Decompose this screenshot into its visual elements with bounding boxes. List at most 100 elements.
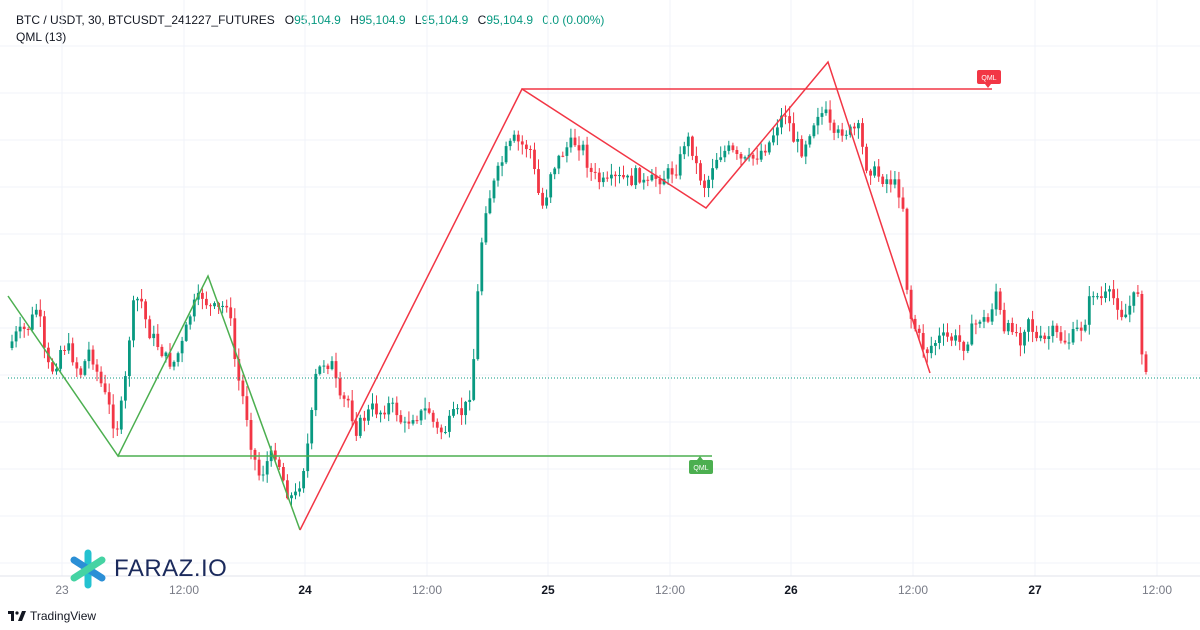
candle [10,334,14,351]
candle [423,397,427,420]
candle [893,171,897,189]
x-tick-label: 12:00 [655,583,685,597]
candle [897,171,901,209]
candle [666,164,670,185]
candle [634,165,638,189]
faraz-logo: FARAZ.IO [68,549,227,589]
candle [30,306,34,333]
candle [869,168,872,185]
candle [1019,327,1022,357]
candle [994,283,998,316]
candle [456,404,459,415]
candle [346,395,350,408]
candle [350,390,354,426]
candle [1051,320,1055,343]
open-value: 95,104.9 [294,13,341,27]
tradingview-footer[interactable]: TradingView [8,609,96,623]
candle [508,138,512,151]
candle [59,345,62,372]
candlestick-series [10,100,1148,506]
candle [184,321,188,342]
candle [1112,280,1115,305]
candle [1015,323,1018,337]
candle [553,166,557,180]
candle [1144,351,1148,375]
candle [363,410,366,432]
candle [152,325,156,347]
candle [221,301,224,314]
candle [1010,317,1014,335]
candle [237,348,241,391]
candle [938,327,941,350]
candle [318,365,322,376]
candle [107,383,111,414]
indicator-label[interactable]: QML (13) [16,30,67,44]
candle [496,162,500,187]
candle [998,288,1002,315]
time-axis[interactable]: 23 12:00 24 12:00 25 12:00 26 12:00 27 1… [55,583,1172,597]
faraz-logo-icon [70,549,106,589]
candle [840,122,844,142]
candle [34,303,38,318]
candle [71,337,75,366]
candle [330,356,334,371]
low-label: L [414,13,422,27]
candle [1087,286,1091,335]
candle [739,152,743,167]
candle [763,144,767,156]
candle [577,136,581,161]
candle [156,324,160,351]
candle [209,303,212,316]
candle [642,173,646,190]
candle [176,351,180,367]
candle [877,159,881,182]
candle [836,125,840,139]
candle [1035,325,1038,342]
candle [180,336,184,363]
candle [970,314,974,346]
candle [1108,285,1111,302]
candle [103,374,107,395]
candle [500,156,504,177]
indicator-row[interactable]: QML (13) [16,29,604,46]
candle [772,127,775,146]
tradingview-icon [8,611,26,621]
candle [674,164,678,179]
candle [241,374,245,405]
candle [431,410,435,428]
candle [1128,295,1132,323]
candle [1075,319,1079,332]
candle [22,322,26,338]
qml-badge-bullish[interactable]: QML [689,456,713,474]
chart-legend: BTC / USDT, 30, BTCUSDT_241227_FUTURES O… [16,12,604,46]
candle [844,130,848,140]
qml-badge-bearish[interactable]: QML [977,70,1001,88]
candle [419,409,423,425]
candle [1031,310,1034,343]
candle [192,293,196,322]
candle [1039,325,1043,342]
symbol-label[interactable]: BTC / USDT, 30, BTCUSDT_241227_FUTURES [16,13,275,27]
candle [622,165,625,180]
candle [816,107,820,135]
candle [626,174,629,186]
candle [909,285,913,329]
candle [573,128,577,147]
candle [87,341,91,369]
candle [942,323,945,346]
candle [533,142,536,175]
candle [75,357,79,377]
candle [201,288,204,310]
close-label: C [477,13,487,27]
candle [290,492,293,506]
candle [691,135,694,161]
candle [731,142,735,153]
candle [630,168,633,187]
candle [472,348,476,402]
candle [188,314,192,330]
candle [800,135,804,158]
candle [905,207,909,295]
candle [597,168,601,190]
candle [1140,290,1144,365]
